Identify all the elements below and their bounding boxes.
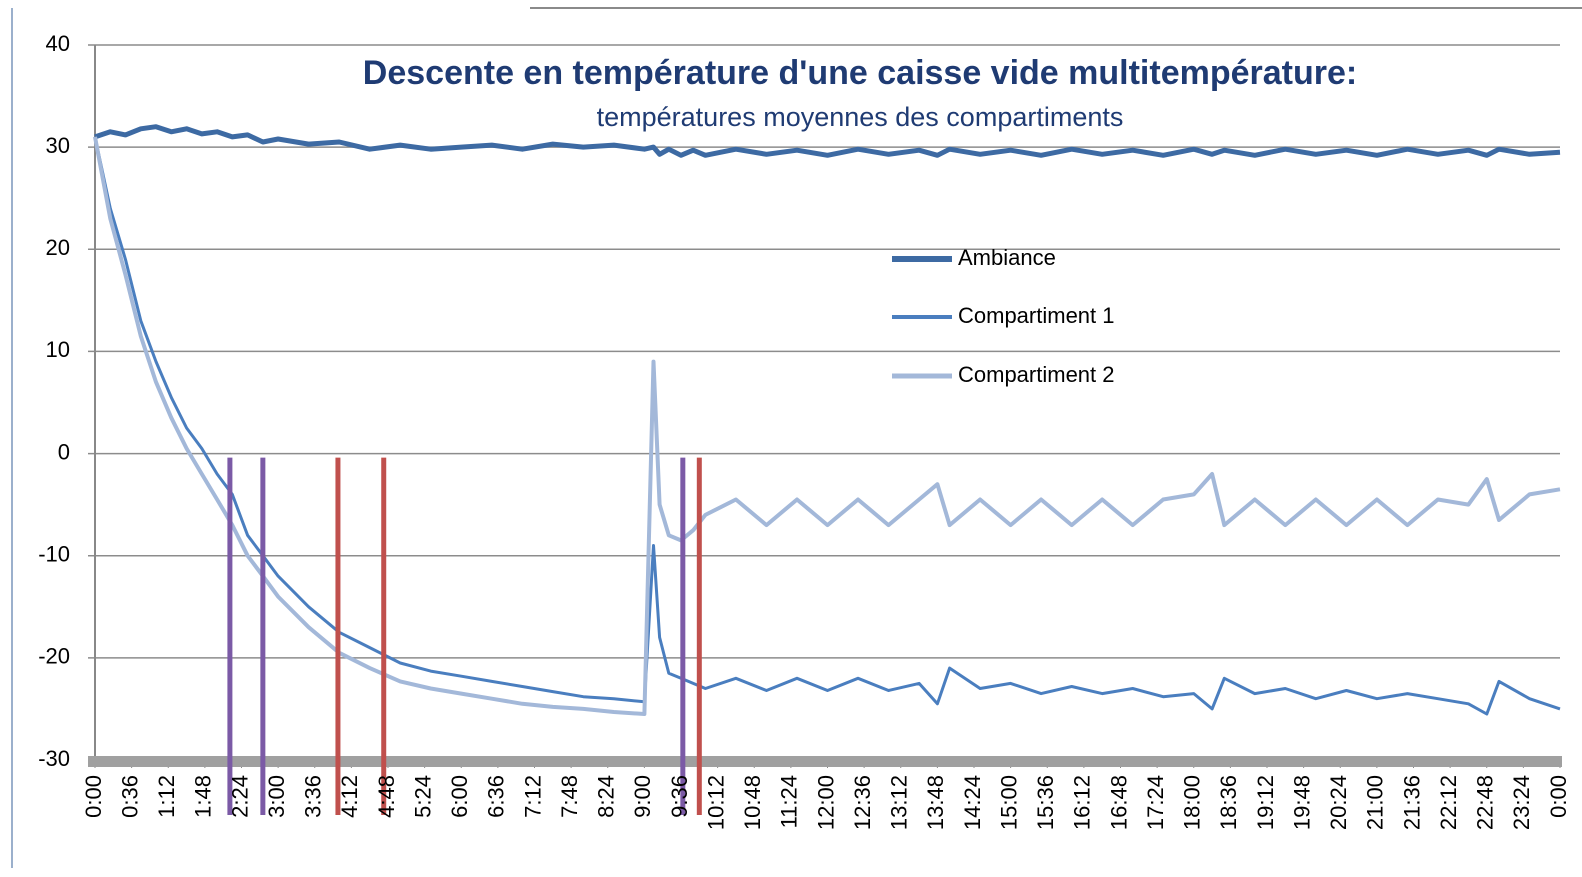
x-tick-label: 12:00 (813, 775, 838, 830)
x-tick-label: 4:48 (374, 775, 399, 818)
x-tick-label: 14:24 (960, 775, 985, 830)
legend-label: Compartiment 1 (958, 303, 1115, 328)
x-tick-label: 21:36 (1399, 775, 1424, 830)
x-tick-label: 8:24 (594, 775, 619, 818)
x-tick-label: 1:48 (191, 775, 216, 818)
x-tick-label: 7:12 (520, 775, 545, 818)
plot (93, 124, 1561, 815)
y-tick-label: -10 (38, 542, 70, 567)
x-tick-label: 18:00 (1180, 775, 1205, 830)
x-tick-label: 9:00 (630, 775, 655, 818)
y-tick-label: 40 (46, 31, 70, 56)
x-tick-label: 2:24 (227, 775, 252, 818)
x-tick-label: 9:36 (667, 775, 692, 818)
x-tick-label: 16:12 (1070, 775, 1095, 830)
y-tick-label: 0 (58, 439, 70, 464)
x-tick-label: 19:12 (1253, 775, 1278, 830)
x-tick-label: 3:00 (264, 775, 289, 818)
y-tick-label: -20 (38, 644, 70, 669)
x-tick-label: 10:48 (740, 775, 765, 830)
x-tick-label: 3:36 (301, 775, 326, 818)
x-tick-label: 6:00 (447, 775, 472, 818)
y-tick-label: 30 (46, 133, 70, 158)
series-line (93, 136, 1561, 716)
x-tick-label: 6:36 (484, 775, 509, 818)
legend-label: Compartiment 2 (958, 362, 1115, 387)
x-tick-label: 7:48 (557, 775, 582, 818)
x-tick-label: 5:24 (410, 775, 435, 818)
x-tick-label: 22:12 (1436, 775, 1461, 830)
y-tick-label: 10 (46, 337, 70, 362)
x-tick-label: 15:00 (996, 775, 1021, 830)
x-tick-label: 11:24 (777, 775, 802, 828)
x-tick-label: 0:00 (81, 775, 106, 818)
x-tick-label: 16:48 (1106, 775, 1131, 830)
x-tick-label: 12:36 (850, 775, 875, 830)
x-tick-label: 18:36 (1216, 775, 1241, 830)
y-tick-label: 20 (46, 235, 70, 260)
x-tick-label: 13:12 (887, 775, 912, 830)
x-tick-label: 17:24 (1143, 775, 1168, 830)
x-tick-label: 1:12 (154, 775, 179, 818)
x-tick-label: 0:00 (1546, 775, 1571, 818)
x-tick-label: 21:00 (1363, 775, 1388, 830)
x-tick-label: 4:12 (337, 775, 362, 818)
y-tick-label: -30 (38, 746, 70, 771)
x-tick-label: 23:24 (1509, 775, 1534, 830)
x-tick-label: 15:36 (1033, 775, 1058, 830)
x-axis-band (88, 756, 1562, 767)
legend-label: Ambiance (958, 245, 1056, 270)
x-tick-label: 20:24 (1326, 775, 1351, 830)
series-line (94, 124, 1561, 158)
x-tick-label: 10:12 (703, 775, 728, 830)
chart-title: Descente en température d'une caisse vid… (363, 54, 1357, 92)
chart-subtitle: températures moyennes des compartiments (597, 102, 1124, 132)
x-tick-label: 0:36 (117, 775, 142, 818)
x-tick-label: 22:48 (1473, 775, 1498, 830)
x-tick-label: 13:48 (923, 775, 948, 830)
series-line (93, 136, 1561, 716)
x-tick-label: 19:48 (1289, 775, 1314, 830)
